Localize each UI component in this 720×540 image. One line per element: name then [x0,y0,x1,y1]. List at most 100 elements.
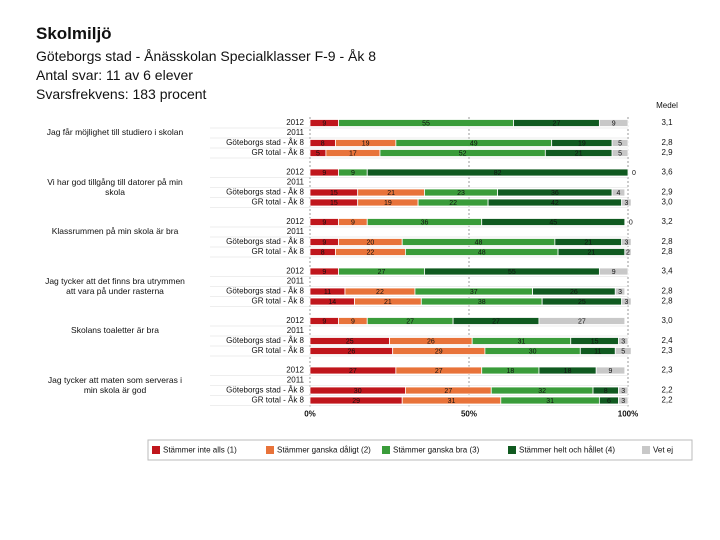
value-label: 36 [551,190,559,197]
value-label: 25 [346,338,354,345]
value-label: 22 [376,289,384,296]
bar-segment [598,119,629,127]
mean-value: 2,8 [661,287,673,296]
value-label: 11 [594,348,601,355]
mean-value: 2,2 [661,386,673,395]
subtitle: Antal svar: 11 av 6 elever [36,67,193,83]
legend-swatch [508,446,516,454]
value-label: 29 [352,398,360,405]
value-label: 27 [406,318,414,325]
value-label: 4 [617,190,621,197]
mean-value: 2,4 [661,336,673,345]
value-label: 30 [529,348,537,355]
legend-swatch [266,446,274,454]
value-label: 15 [330,200,338,207]
value-label: 9 [322,120,326,127]
value-label: 3 [624,239,628,246]
row-label: 2011 [287,128,305,137]
value-label: 19 [578,140,586,147]
value-label: 27 [444,388,452,395]
value-label: 49 [470,140,478,147]
value-label: 27 [435,368,443,375]
value-label: 20 [367,239,375,246]
row-label: 2012 [286,316,304,325]
value-label: 55 [422,120,430,127]
legend-box [147,439,693,461]
value-label: 55 [508,269,516,276]
legend-swatch [642,446,650,454]
value-label: 6 [607,398,611,405]
bar-segment [611,139,629,147]
bar-segment [614,287,626,296]
mean-value: 3,4 [661,267,673,276]
row-label: 2012 [286,267,304,276]
row-label: 2012 [286,217,304,226]
question-label: Jag tycker att maten som serveras i min … [47,374,183,395]
value-label: 25 [578,299,586,306]
mean-value: 3,1 [661,118,673,127]
value-label: 18 [564,368,572,375]
bar-segment [621,198,632,207]
value-label: 8 [321,249,325,256]
bar-segment [621,238,632,246]
bar-segment [366,168,629,177]
question-label: Klassrummen på min skola är bra [51,226,179,236]
value-label: 32 [538,388,546,395]
value-label: 3 [621,388,625,395]
value-label: 52 [459,150,467,157]
row-label: 2012 [286,168,304,177]
mean-value: 2,8 [661,138,673,147]
mean-value: 2,9 [661,148,673,157]
row-label: GR total - Åk 8 [252,396,305,405]
bar-segment [618,337,629,345]
row-label: 2012 [286,366,304,375]
value-label: 22 [367,249,375,256]
x-tick-label: 50% [461,410,477,419]
row-label: Göteborgs stad - Åk 8 [226,188,304,197]
mean-value: 3,2 [661,217,673,226]
value-label: 26 [347,348,355,355]
value-label: 9 [612,120,616,127]
value-label: 19 [362,140,370,147]
row-label: GR total - Åk 8 [252,148,305,157]
value-label: 5 [316,150,320,157]
mean-header: Medel [656,101,678,110]
row-label: Göteborgs stad - Åk 8 [226,336,304,345]
value-label: 3 [621,398,625,405]
value-label: 42 [551,200,559,207]
value-label: 29 [435,348,443,355]
value-label: 17 [349,150,357,157]
legend-label: Stämmer helt och hållet (4) [519,446,615,455]
bar-segment [621,297,632,306]
value-label: 22 [449,200,457,207]
row-label: Göteborgs stad - Åk 8 [226,287,304,296]
value-label: 3 [624,200,628,207]
legend-label: Stämmer inte alls (1) [163,446,237,455]
value-label: 19 [384,200,392,207]
legend-swatch [382,446,390,454]
value-label: 5 [618,150,622,157]
bar-segment [611,149,629,157]
row-label: Göteborgs stad - Åk 8 [226,386,304,395]
value-label: 15 [591,338,599,345]
value-label: 2 [626,249,630,256]
value-label: 27 [492,318,500,325]
row-label: 2011 [287,326,305,335]
value-label: 9 [322,269,326,276]
mean-value: 2,2 [661,396,673,405]
subtitle: Göteborgs stad - Ånässkolan Specialklass… [36,48,377,64]
value-label: 26 [427,338,435,345]
row-label: GR total - Åk 8 [252,247,305,256]
value-label: 5 [621,348,625,355]
value-label: 21 [588,249,596,256]
value-label: 48 [478,249,486,256]
legend-swatch [152,446,160,454]
value-label: 36 [421,219,429,226]
value-label: 38 [478,299,486,306]
bar-segment [611,188,626,197]
row-label: 2011 [287,277,305,286]
value-label: 45 [549,219,557,226]
value-label: 21 [387,190,395,197]
row-label: GR total - Åk 8 [252,346,305,355]
value-label: 31 [518,338,526,345]
